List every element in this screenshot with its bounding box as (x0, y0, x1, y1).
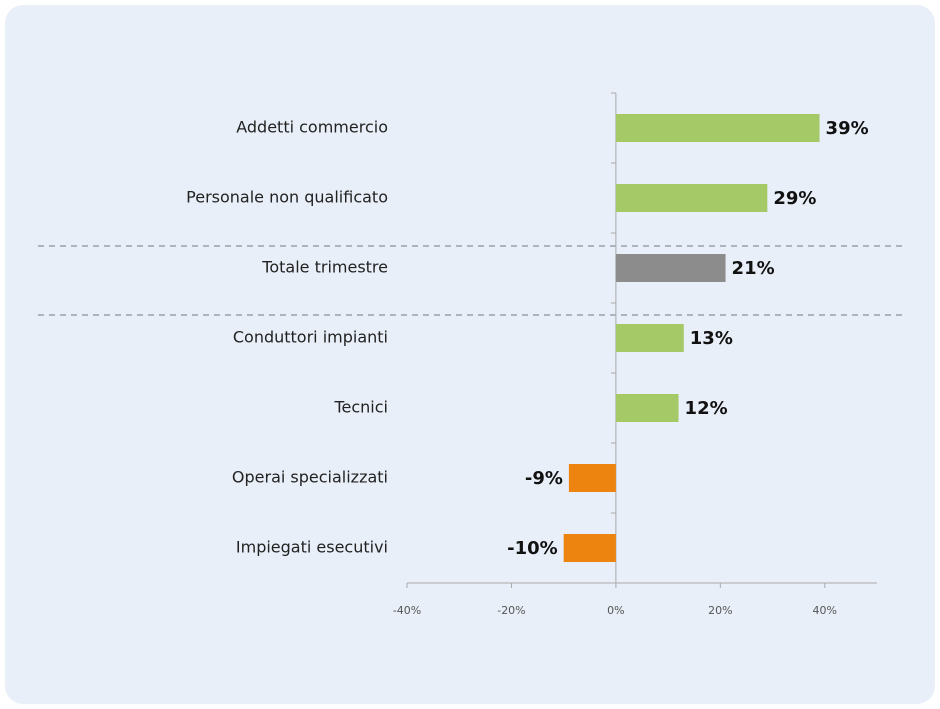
x-tick-label: -40% (393, 604, 421, 617)
bar (568, 464, 616, 492)
value-label: -10% (507, 538, 558, 559)
bar (563, 534, 616, 562)
category-label: Tecnici (333, 398, 388, 417)
bar (615, 184, 768, 212)
value-label: 39% (826, 118, 869, 139)
category-label: Impiegati esecutivi (236, 538, 388, 557)
category-label: Operai specializzati (232, 468, 388, 487)
category-label: Totale trimestre (261, 258, 388, 277)
value-label: 13% (690, 328, 733, 349)
bar (615, 254, 726, 282)
value-label: 12% (685, 398, 728, 419)
category-label: Personale non qualificato (186, 188, 388, 207)
x-tick-label: -20% (497, 604, 525, 617)
x-tick-label: 20% (708, 604, 732, 617)
value-label: -9% (525, 468, 563, 489)
category-label: Conduttori impianti (233, 328, 388, 347)
x-tick-label: 0% (607, 604, 624, 617)
value-label: 29% (773, 188, 816, 209)
bar (615, 324, 684, 352)
bar (615, 394, 679, 422)
value-label: 21% (732, 258, 775, 279)
x-tick-label: 40% (813, 604, 837, 617)
panel (5, 5, 935, 704)
bar (615, 114, 820, 142)
category-label: Addetti commercio (236, 118, 388, 137)
